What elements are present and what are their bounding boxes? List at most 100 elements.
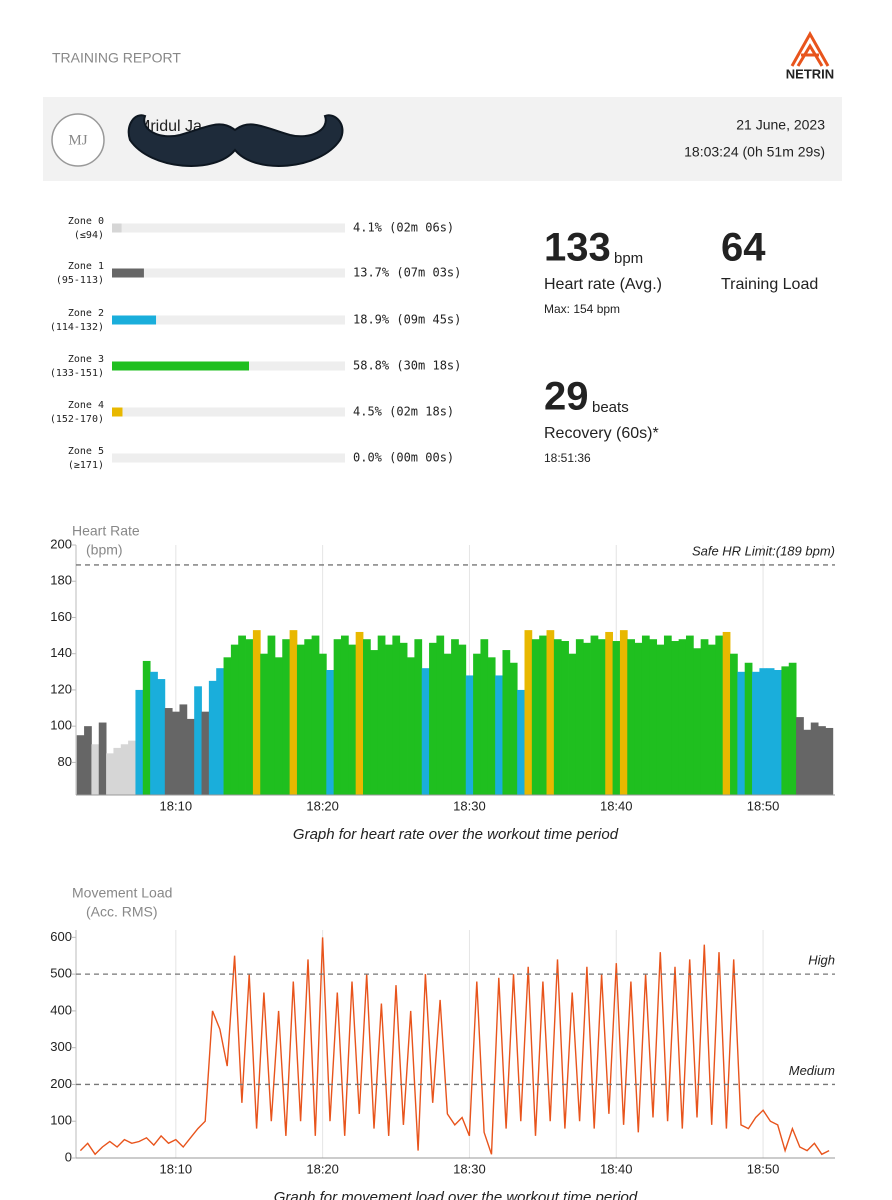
hr-bar [663,635,672,795]
hr-bar [509,662,518,795]
y-tick-label: 300 [50,1039,72,1054]
hr-bar [781,666,790,795]
x-tick-label: 18:50 [747,798,780,813]
hr-max: Max: 154 bpm [544,302,620,316]
zone-range: (152-170) [50,414,104,425]
hr-bar [201,711,210,795]
hr-bar [76,735,85,795]
zone-track [112,268,345,278]
hr-bar [443,653,452,795]
hr-bar [766,668,775,795]
hr-bar [759,668,768,795]
zone-range: (≤94) [74,230,104,241]
zone-value-label: 58.8% (30m 18s) [353,359,461,373]
hr-bar [252,630,261,795]
hr-bar [678,639,687,795]
athlete-name: Mridul Ja [137,118,202,135]
zone-track [112,223,345,233]
y-axis-label: (Acc. RMS) [86,904,158,920]
hr-bar [634,642,643,795]
hr-bar [157,679,166,795]
hr-bar [774,670,782,795]
hr-bar [370,650,379,795]
hr-bar [186,718,195,795]
training-load-label: Training Load [721,276,818,293]
hr-bar [715,635,724,795]
hr-bar [810,722,819,795]
hr-bar [517,689,525,795]
hr-bar [318,653,327,795]
brand-logo [790,30,830,67]
hr-bar [744,662,753,795]
hr-bar [649,639,658,795]
x-tick-label: 18:10 [160,798,193,813]
hr-bar [730,653,738,795]
hr-bar [693,648,702,795]
zone-range: (114-132) [50,322,104,333]
x-tick-label: 18:20 [306,798,339,813]
zone-bar [112,315,157,325]
hr-bar [260,653,268,795]
hr-bar [363,639,371,795]
hr-bar [436,635,445,795]
zone-name: Zone 3 [68,354,104,365]
hr-bar [98,722,107,795]
recovery-time: 18:51:36 [544,451,591,465]
hr-unit: bpm [614,250,643,267]
brand: NETRIN [786,66,834,81]
zone-track [112,315,345,325]
y-tick-label: 100 [50,718,72,733]
hr-bar [619,630,628,795]
hr-bar [113,747,122,795]
hr-bar [561,641,569,795]
hr-bar [788,662,797,795]
hr-bar [796,717,804,795]
x-tick-label: 18:40 [600,1161,633,1176]
x-tick-label: 18:30 [453,1161,486,1176]
hr-bar [487,657,496,795]
hr-bar [216,668,224,795]
zone-name: Zone 4 [68,400,104,411]
zone-name: Zone 0 [68,216,104,227]
y-axis-label: (bpm) [86,542,123,558]
y-tick-label: 500 [50,966,72,981]
zone-value-label: 18.9% (09m 45s) [353,313,461,327]
y-tick-label: 140 [50,645,72,660]
hr-bar [355,631,364,795]
reference-label: Medium [789,1063,835,1078]
reference-label: Safe HR Limit:(189 bpm) [692,543,835,558]
hr-bar [803,729,812,795]
zone-name: Zone 5 [68,446,104,457]
hr-bar [333,639,342,795]
hr-bar [473,653,481,795]
y-tick-label: 200 [50,536,72,551]
x-tick-label: 18:30 [453,798,486,813]
hr-bar [627,639,636,795]
hr-bar [502,650,511,795]
chart-title: Movement Load [72,885,172,901]
hr-bar [597,639,606,795]
hr-bar [230,644,239,795]
redaction-mustache [127,114,344,167]
hr-bar [245,639,254,795]
recovery-unit: beats [592,399,629,416]
hr-bar [106,753,114,795]
y-tick-label: 180 [50,573,72,588]
hr-bar [568,653,577,795]
y-tick-label: 200 [50,1076,72,1091]
reference-label: High [808,953,835,968]
hr-bar [164,708,173,795]
hr-bar [685,635,694,795]
hr-bar [539,635,547,795]
y-tick-label: 600 [50,929,72,944]
zone-value-label: 13.7% (07m 03s) [353,266,461,280]
hr-bar [737,671,746,795]
hr-bar [150,671,158,795]
hr-bar [752,671,760,795]
x-tick-label: 18:20 [306,1161,339,1176]
hr-bar [311,635,320,795]
chart-title: Heart Rate [72,523,140,539]
hr-bar [451,639,459,795]
chart-caption: Graph for movement load over the workout… [274,1189,638,1200]
